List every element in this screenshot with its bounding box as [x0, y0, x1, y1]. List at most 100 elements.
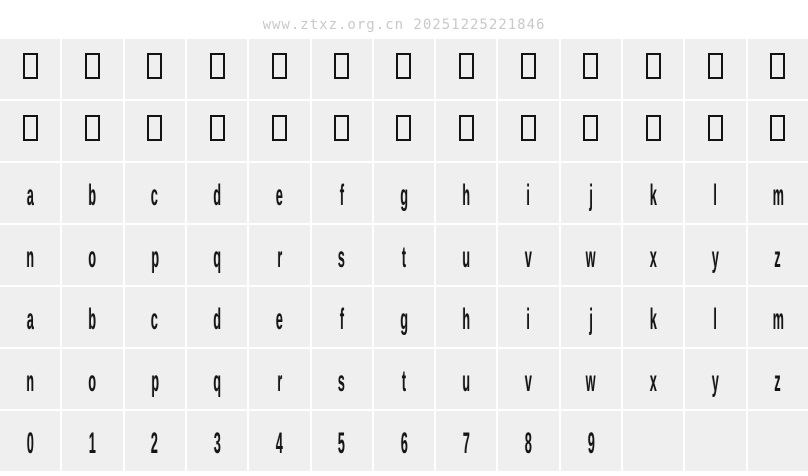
- glyph-cell-notdef-row-2-7: [436, 101, 497, 161]
- glyph-cell-letters-n-z-7: u: [436, 225, 497, 285]
- glyph-cell-notdef-row-1-2: [124, 39, 185, 99]
- glyph-cell-letters-a-m-2: c: [124, 163, 185, 223]
- glyph-cell-notdef-row-1-9: [560, 39, 622, 99]
- glyph-cell-digits-6: 6: [373, 411, 435, 471]
- glyph-cell-digits-11: [685, 411, 746, 471]
- glyph-char: o: [88, 365, 97, 398]
- glyph-cell-notdef-row-2-1: [62, 101, 123, 161]
- glyph-char: 4: [275, 427, 283, 460]
- glyph-char: y: [712, 241, 720, 274]
- glyph-cell-letters-a-m-11: l: [685, 163, 746, 223]
- glyph-char: 9: [587, 427, 595, 460]
- glyph-char: m: [772, 303, 784, 336]
- glyph-grid: a b c d e f g h i j k l m n o p q r s t u v w x y z a b c d e f g h i j k l m n…: [0, 39, 808, 471]
- glyph-cell-letters-n-z-repeat-1: o: [62, 349, 123, 409]
- glyph-cell-letters-n-z-repeat-4: r: [249, 349, 310, 409]
- glyph-char: 7: [462, 427, 470, 460]
- glyph-cell-notdef-row-2-5: [311, 101, 372, 161]
- glyph-char: z: [774, 241, 781, 274]
- glyph-cell-notdef-row-1-3: [186, 39, 248, 99]
- glyph-char: p: [150, 241, 159, 274]
- glyph-cell-letters-n-z-8: v: [498, 225, 559, 285]
- glyph-char: f: [339, 303, 344, 336]
- glyph-char: n: [26, 241, 34, 274]
- glyph-cell-notdef-row-1-11: [685, 39, 746, 99]
- glyph-cell-letters-a-m-10: k: [623, 163, 684, 223]
- glyph-cell-notdef-row-2-2: [124, 101, 185, 161]
- glyph-cell-letters-a-m-6: g: [373, 163, 435, 223]
- glyph-char: s: [338, 241, 346, 274]
- notdef-box-glyph: [209, 114, 225, 141]
- glyph-cell-notdef-row-2-6: [373, 101, 435, 161]
- glyph-char: a: [26, 179, 34, 212]
- glyph-char: p: [150, 365, 159, 398]
- glyph-char: 3: [213, 427, 221, 460]
- glyph-cell-notdef-row-1-12: [747, 39, 808, 99]
- glyph-char: 2: [151, 427, 159, 460]
- glyph-cell-notdef-row-1-0: [0, 39, 61, 99]
- glyph-cell-digits-4: 4: [249, 411, 310, 471]
- glyph-cell-letters-n-z-10: x: [623, 225, 684, 285]
- glyph-cell-notdef-row-2-10: [623, 101, 684, 161]
- glyph-char: a: [26, 303, 34, 336]
- glyph-char: z: [774, 365, 781, 398]
- notdef-box-glyph: [84, 52, 100, 79]
- glyph-cell-letters-a-m-12: m: [747, 163, 808, 223]
- notdef-box-glyph: [708, 114, 724, 141]
- notdef-box-glyph: [770, 114, 786, 141]
- glyph-cell-letters-n-z-repeat-2: p: [124, 349, 185, 409]
- glyph-cell-letters-n-z-11: y: [685, 225, 746, 285]
- glyph-char: v: [525, 365, 533, 398]
- glyph-cell-letters-a-m-7: h: [436, 163, 497, 223]
- glyph-cell-digits-2: 2: [124, 411, 185, 471]
- glyph-cell-letters-n-z-repeat-5: s: [311, 349, 372, 409]
- glyph-cell-digits-10: [623, 411, 684, 471]
- glyph-cell-digits-0: 0: [0, 411, 61, 471]
- glyph-cell-notdef-row-2-3: [186, 101, 248, 161]
- glyph-char: y: [712, 365, 720, 398]
- notdef-box-glyph: [84, 114, 100, 141]
- glyph-cell-letters-n-z-repeat-8: v: [498, 349, 559, 409]
- glyph-cell-notdef-row-1-5: [311, 39, 372, 99]
- glyph-char: 5: [338, 427, 346, 460]
- glyph-cell-notdef-row-2-8: [498, 101, 559, 161]
- glyph-char: x: [649, 241, 657, 274]
- notdef-box-glyph: [458, 114, 474, 141]
- glyph-cell-notdef-row-2-11: [685, 101, 746, 161]
- glyph-char: m: [772, 179, 784, 212]
- glyph-char: q: [213, 241, 221, 274]
- glyph-char: c: [151, 179, 159, 212]
- glyph-cell-notdef-row-1-7: [436, 39, 497, 99]
- glyph-cell-notdef-row-2-12: [747, 101, 808, 161]
- glyph-cell-notdef-row-2-0: [0, 101, 61, 161]
- glyph-char: u: [462, 365, 471, 398]
- glyph-cell-notdef-row-2-9: [560, 101, 622, 161]
- notdef-box-glyph: [645, 52, 661, 79]
- glyph-char: v: [525, 241, 533, 274]
- notdef-box-glyph: [22, 114, 38, 141]
- watermark-text: www.ztxz.org.cn 20251225221846: [262, 17, 546, 33]
- glyph-char: j: [589, 179, 593, 212]
- glyph-cell-letters-a-m-repeat-7: h: [436, 287, 497, 347]
- notdef-box-glyph: [334, 114, 350, 141]
- glyph-char: r: [276, 241, 282, 274]
- glyph-cell-letters-a-m-repeat-6: g: [373, 287, 435, 347]
- notdef-box-glyph: [583, 114, 599, 141]
- notdef-box-glyph: [645, 114, 661, 141]
- glyph-cell-letters-n-z-repeat-0: n: [0, 349, 61, 409]
- glyph-cell-letters-a-m-repeat-12: m: [747, 287, 808, 347]
- glyph-char: 6: [400, 427, 408, 460]
- notdef-box-glyph: [334, 52, 350, 79]
- notdef-box-glyph: [521, 114, 537, 141]
- glyph-cell-letters-a-m-repeat-9: j: [560, 287, 622, 347]
- glyph-cell-digits-1: 1: [62, 411, 123, 471]
- glyph-cell-letters-n-z-repeat-12: z: [747, 349, 808, 409]
- glyph-cell-letters-n-z-3: q: [186, 225, 248, 285]
- glyph-cell-letters-n-z-repeat-10: x: [623, 349, 684, 409]
- glyph-cell-digits-7: 7: [436, 411, 497, 471]
- glyph-char: i: [526, 303, 531, 336]
- glyph-char: g: [400, 179, 408, 212]
- glyph-char: 1: [88, 427, 96, 460]
- glyph-cell-letters-a-m-repeat-1: b: [62, 287, 123, 347]
- glyph-char: q: [213, 365, 221, 398]
